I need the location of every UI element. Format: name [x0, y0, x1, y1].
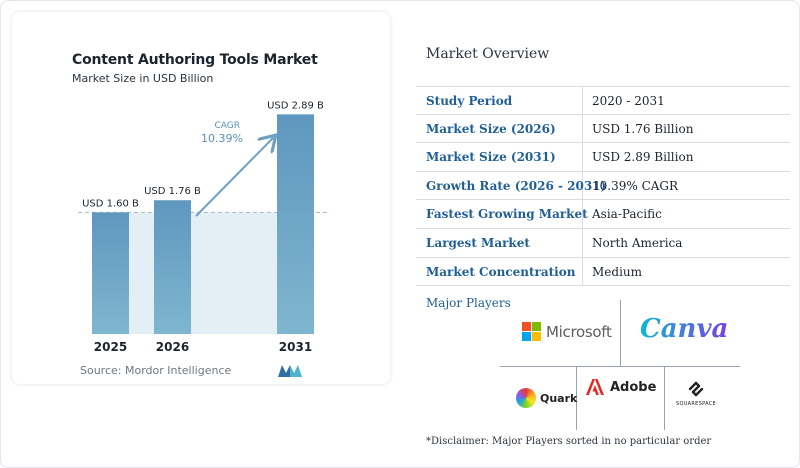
overview-title: Market Overview	[426, 46, 550, 62]
source-text: Source: Mordor Intelligence	[80, 364, 232, 377]
tick-label-2025: 2025	[94, 340, 127, 354]
overview-row-fastest-growing: Fastest Growing Market Asia-Pacific	[416, 200, 790, 229]
overview-label: Market Size (2026)	[426, 121, 556, 136]
overview-row-market-size-2026: Market Size (2026) USD 1.76 Billion	[416, 114, 790, 144]
squarespace-wordmark: SQUARESPACE	[676, 401, 716, 407]
overview-value: North America	[592, 235, 683, 250]
adobe-a-icon	[586, 379, 604, 395]
overview-row-study-period: Study Period 2020 - 2031	[416, 86, 790, 115]
mordor-logo-icon	[278, 364, 302, 382]
microsoft-squares-icon	[522, 322, 541, 341]
disclaimer-text: *Disclaimer: Major Players sorted in no …	[426, 436, 712, 447]
chart-title: Content Authoring Tools Market	[72, 52, 318, 68]
quark-flower-icon	[516, 388, 536, 408]
cagr-label: CAGR	[214, 121, 240, 131]
squarespace-knot-icon	[688, 381, 704, 397]
overview-value: Asia-Pacific	[592, 207, 662, 222]
overview-row-market-size-2031: Market Size (2031) USD 2.89 Billion	[416, 143, 790, 172]
overview-value: USD 2.89 Billion	[592, 150, 694, 165]
overview-value: USD 1.76 Billion	[592, 121, 694, 136]
overview-value: 2020 - 2031	[592, 94, 665, 108]
chart-subtitle: Market Size in USD Billion	[72, 72, 214, 85]
overview-row-growth-rate: Growth Rate (2026 - 2031) 10.39% CAGR	[416, 171, 790, 201]
cagr-arrow	[195, 138, 273, 217]
bar-2026	[154, 200, 191, 334]
data-label-2031: USD 2.89 B	[267, 100, 324, 111]
bar-2031	[277, 114, 314, 334]
microsoft-wordmark: Microsoft	[546, 322, 612, 341]
overview-label: Market Size (2031)	[426, 150, 556, 165]
cagr-value: 10.39%	[201, 132, 243, 145]
overview-label: Market Concentration	[426, 264, 576, 279]
quark-logo: Quark	[516, 388, 577, 408]
players-title: Major Players	[426, 296, 511, 310]
overview-value: 10.39% CAGR	[592, 178, 679, 193]
overview-label: Study Period	[426, 94, 513, 108]
adobe-logo: Adobe	[586, 379, 656, 395]
tick-label-2031: 2031	[279, 340, 312, 354]
data-label-2026: USD 1.76 B	[144, 186, 201, 197]
data-label-2025: USD 1.60 B	[82, 198, 139, 209]
overview-value: Medium	[592, 264, 643, 279]
overview-label: Largest Market	[426, 235, 530, 250]
players-grid	[500, 300, 740, 430]
adobe-wordmark: Adobe	[610, 379, 657, 395]
bar-chart: USD 1.60 B 2025 USD 1.76 B 2026 USD 2.89 B 20…	[78, 100, 330, 354]
squarespace-logo: SQUARESPACE	[676, 380, 716, 407]
quark-wordmark: Quark	[540, 391, 578, 405]
overview-row-concentration: Market Concentration Medium	[416, 257, 790, 287]
overview-label: Fastest Growing Market	[426, 207, 588, 222]
overview-row-largest-market: Largest Market North America	[416, 228, 790, 258]
bar-2025	[92, 212, 129, 334]
overview-table: Study Period 2020 - 2031 Market Size (20…	[416, 86, 790, 287]
microsoft-logo: Microsoft	[522, 322, 612, 341]
tick-label-2026: 2026	[156, 340, 189, 354]
overview-label: Growth Rate (2026 - 2031)	[426, 178, 607, 193]
canva-logo: Canva	[640, 314, 729, 344]
